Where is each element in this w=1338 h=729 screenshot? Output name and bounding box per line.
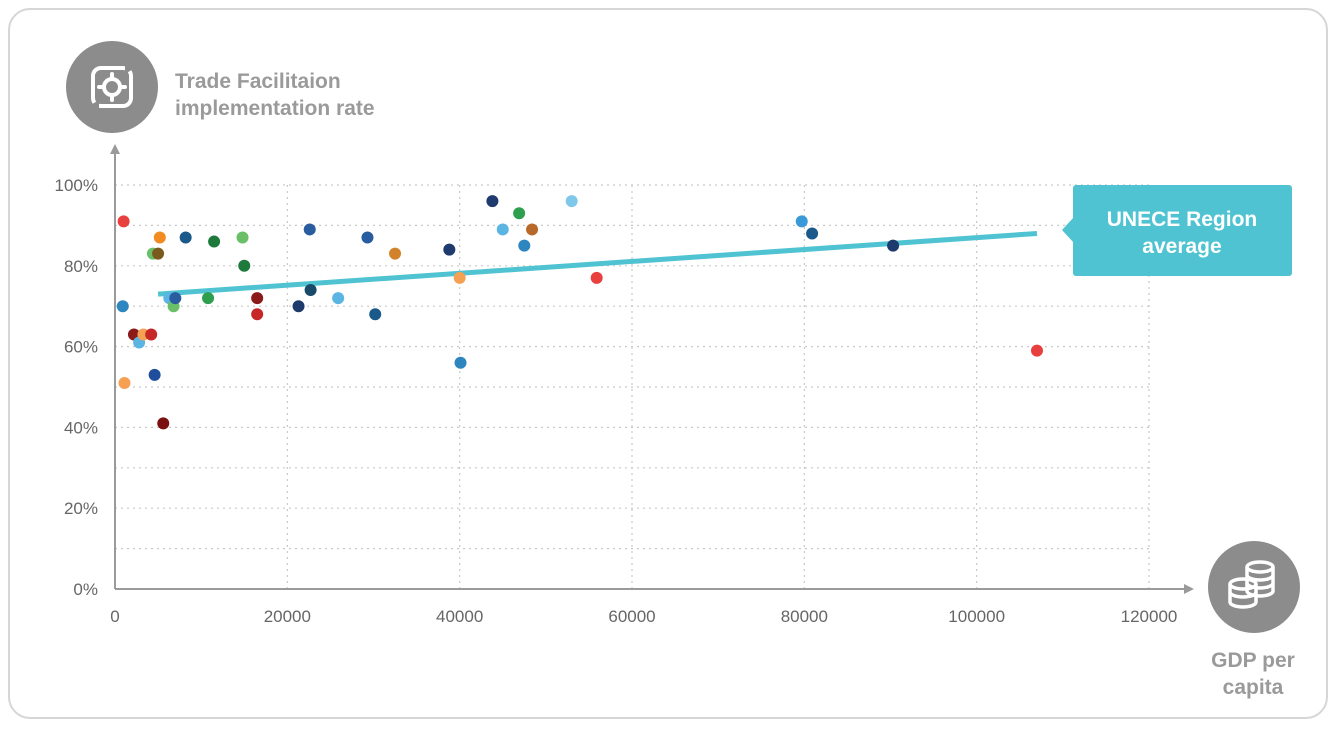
trend-line-group <box>157 230 1038 297</box>
data-point[interactable] <box>303 223 316 236</box>
data-point[interactable] <box>304 284 317 297</box>
data-point[interactable] <box>518 239 531 252</box>
x-tick-label: 40000 <box>436 607 483 626</box>
data-point[interactable] <box>369 308 382 321</box>
data-point[interactable] <box>513 207 526 220</box>
data-point[interactable] <box>887 239 900 252</box>
gridlines <box>115 184 1150 589</box>
data-point[interactable] <box>179 231 192 244</box>
data-point[interactable] <box>486 195 499 208</box>
data-point[interactable] <box>148 368 161 381</box>
data-point[interactable] <box>443 243 456 256</box>
x-tick-label: 100000 <box>948 607 1005 626</box>
x-tick-label: 60000 <box>608 607 655 626</box>
data-point[interactable] <box>118 376 131 389</box>
x-axis-title-line-2: capita <box>1223 676 1284 699</box>
y-axis-title-line-2: implementation rate <box>175 97 375 120</box>
x-axis-title: GDP per capita <box>1211 649 1295 699</box>
data-point[interactable] <box>202 292 215 305</box>
y-tick-label: 40% <box>64 418 98 437</box>
callout-box <box>1073 185 1292 276</box>
data-point[interactable] <box>526 223 539 236</box>
axes <box>110 144 1194 594</box>
data-point[interactable] <box>389 247 402 260</box>
callout-label-line-2: average <box>1142 235 1221 258</box>
data-point[interactable] <box>145 328 158 341</box>
data-point[interactable] <box>806 227 819 240</box>
data-point[interactable] <box>157 417 170 430</box>
y-axis-title: Trade Facilitaion implementation rate <box>175 70 375 120</box>
data-point[interactable] <box>454 356 467 369</box>
y-tick-label: 0% <box>73 580 98 599</box>
data-point[interactable] <box>208 235 221 248</box>
data-point[interactable] <box>1030 344 1043 357</box>
callout-label-line-1: UNECE Region <box>1107 208 1258 231</box>
data-point[interactable] <box>565 195 578 208</box>
data-point[interactable] <box>152 247 165 260</box>
x-tick-label: 120000 <box>1121 607 1178 626</box>
data-point[interactable] <box>169 292 182 305</box>
data-point[interactable] <box>153 231 166 244</box>
data-point[interactable] <box>116 300 129 313</box>
y-axis-arrow <box>110 144 120 154</box>
x-tick-label: 80000 <box>781 607 828 626</box>
x-tick-labels: 0 20000 40000 60000 80000 100000 120000 <box>110 607 1177 626</box>
data-point[interactable] <box>238 259 251 272</box>
trade-facilitation-icon <box>66 41 158 133</box>
data-point[interactable] <box>251 292 264 305</box>
data-point[interactable] <box>795 215 808 228</box>
trend-callout: UNECE Region average <box>1062 185 1292 276</box>
x-axis-arrow <box>1184 584 1194 594</box>
trend-line <box>157 230 1038 297</box>
x-axis-title-line-1: GDP per <box>1211 649 1295 672</box>
y-tick-label: 60% <box>64 338 98 357</box>
data-points <box>116 195 1043 430</box>
x-tick-label: 0 <box>110 607 119 626</box>
data-point[interactable] <box>236 231 249 244</box>
x-tick-label: 20000 <box>264 607 311 626</box>
data-point[interactable] <box>292 300 305 313</box>
chart-card <box>8 8 1328 719</box>
data-point[interactable] <box>332 292 345 305</box>
y-tick-label: 20% <box>64 499 98 518</box>
callout-pointer <box>1062 217 1074 243</box>
data-point[interactable] <box>251 308 264 321</box>
data-point[interactable] <box>590 271 603 284</box>
y-tick-labels: 0% 20% 40% 60% 80% 100% <box>55 176 98 599</box>
data-point[interactable] <box>117 215 130 228</box>
data-point[interactable] <box>496 223 509 236</box>
data-point[interactable] <box>453 271 466 284</box>
y-tick-label: 100% <box>55 176 98 195</box>
data-point[interactable] <box>361 231 374 244</box>
y-axis-title-line-1: Trade Facilitaion <box>175 70 341 93</box>
y-tick-label: 80% <box>64 257 98 276</box>
gdp-coins-icon <box>1208 541 1300 633</box>
